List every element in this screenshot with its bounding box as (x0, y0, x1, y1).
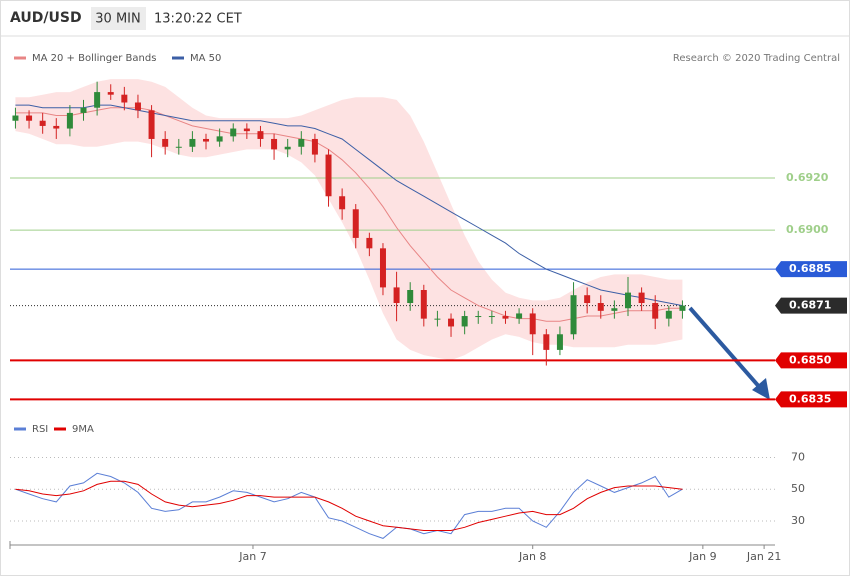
candle-body (624, 292, 631, 309)
candle-body (189, 138, 196, 147)
candle-body (434, 318, 441, 320)
candle-body (597, 303, 604, 311)
interval-box (91, 7, 146, 30)
candle-body (665, 310, 672, 319)
rsi-line (15, 472, 683, 539)
candle-body (407, 290, 414, 304)
candle-body (257, 131, 264, 139)
candle-body (243, 128, 250, 132)
legend-label: 9MA (72, 424, 94, 435)
time: 13:20:22 CET (154, 12, 242, 27)
candle-body (80, 107, 87, 113)
x-tick-label: Jan 9 (688, 550, 716, 563)
projection-arrowhead (752, 378, 770, 400)
candle-body (475, 316, 482, 318)
candle-body (570, 295, 577, 335)
bollinger-band (15, 79, 683, 361)
candle-body (366, 237, 373, 249)
candle-body (529, 313, 536, 335)
candle-body (543, 334, 550, 350)
candle-body (203, 138, 210, 142)
candle-body (94, 92, 101, 108)
level-badge (775, 297, 847, 314)
credit: Research © 2020 Trading Central (673, 53, 840, 64)
candle-body (379, 248, 386, 288)
candle-body (66, 112, 73, 129)
y-tick-label: 70 (791, 450, 805, 463)
candle-body (611, 308, 618, 311)
legend-label: MA 20 + Bollinger Bands (32, 53, 156, 64)
x-tick-label: Jan 21 (746, 550, 781, 563)
x-tick-label: Jan 8 (518, 550, 546, 563)
level-label: 0.6900 (786, 223, 829, 236)
candle-body (352, 209, 359, 238)
candle-body (12, 115, 19, 121)
candle-body (448, 318, 455, 327)
level-label: 0.6871 (789, 299, 831, 312)
candle-body (488, 316, 495, 318)
y-tick-label: 50 (791, 482, 805, 495)
candle-body (652, 303, 659, 319)
candle-body (311, 138, 318, 155)
candle-body (26, 115, 33, 121)
candle-body (216, 136, 223, 142)
candle-body (638, 292, 645, 304)
candle-body (121, 94, 128, 103)
legend-label: MA 50 (190, 53, 221, 64)
interval: 30 MIN (95, 12, 140, 27)
candle-body (584, 295, 591, 304)
level-badge (775, 391, 847, 408)
candle-body (679, 305, 686, 311)
candle-body (339, 196, 346, 210)
candle-body (53, 125, 60, 129)
level-badge (775, 352, 847, 369)
candle-body (284, 146, 291, 150)
ma-line (15, 104, 683, 307)
candle-body (461, 316, 468, 327)
level-label: 0.6920 (786, 171, 829, 184)
projection-arrow (688, 306, 764, 392)
candle-body (230, 128, 237, 137)
candle-body (556, 334, 563, 350)
candle-body (148, 110, 155, 139)
level-label: 0.6835 (789, 392, 831, 405)
level-label: 0.6885 (789, 262, 831, 275)
candle-body (516, 313, 523, 319)
rsi-line (15, 480, 683, 531)
candle-body (39, 120, 46, 126)
x-tick-label: Jan 7 (238, 550, 266, 563)
symbol: AUD/USD (10, 10, 82, 26)
candle-body (162, 138, 169, 147)
candle-body (325, 154, 332, 197)
candle-body (502, 316, 509, 319)
candle-body (271, 138, 278, 150)
candle-body (393, 287, 400, 304)
y-tick-label: 30 (791, 514, 805, 527)
level-label: 0.6850 (789, 353, 832, 366)
candle-body (298, 138, 305, 147)
candle-body (420, 290, 427, 319)
candle-body (107, 92, 114, 95)
candle-body (134, 102, 141, 111)
candle-body (175, 146, 182, 148)
level-badge (775, 261, 847, 278)
legend-label: RSI (32, 424, 48, 435)
